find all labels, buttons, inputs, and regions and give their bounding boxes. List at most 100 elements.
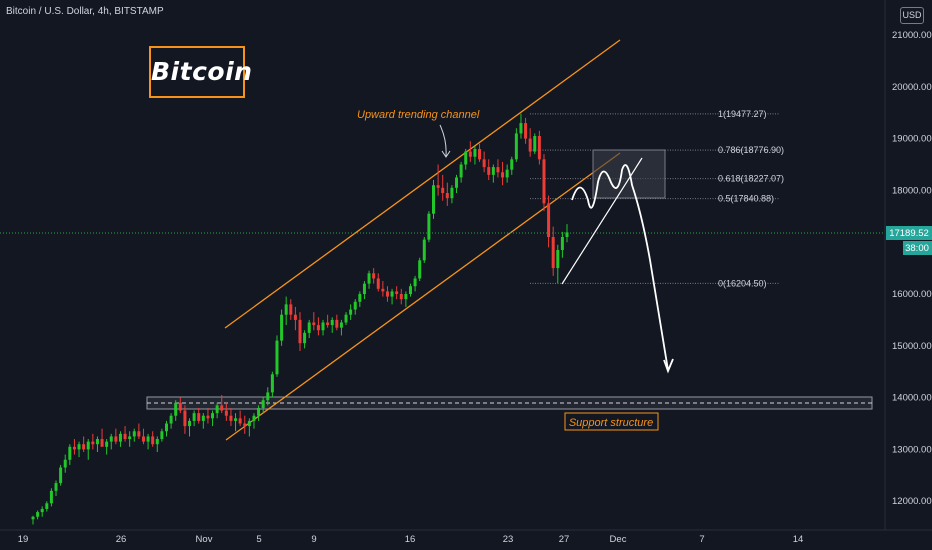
candle-body [427, 213, 431, 240]
candle-body [36, 512, 40, 517]
candle-body [151, 436, 155, 445]
candle-body [206, 415, 210, 419]
candle-body [224, 410, 228, 416]
fib-level-label: 0(16204.50) [718, 278, 767, 288]
countdown-tag [903, 241, 932, 255]
candle-body [234, 418, 238, 421]
candle-body [358, 294, 362, 302]
candle-body [86, 441, 90, 450]
candle-body [491, 167, 495, 175]
last-price-text: 17189.52 [889, 228, 929, 239]
candle-body [45, 503, 49, 509]
candle-body [118, 433, 122, 442]
candlestick-series [31, 113, 569, 525]
triangle-pattern [561, 157, 643, 285]
candle-body [464, 151, 468, 165]
price-tick-label: 14000.00 [892, 393, 932, 404]
candle-body [565, 232, 569, 238]
time-tick-label: 19 [18, 534, 29, 545]
candle-body [174, 402, 178, 416]
projection-arrow-head [663, 358, 674, 374]
candle-body [385, 291, 389, 297]
candle-body [31, 516, 35, 520]
candle-body [284, 304, 288, 315]
candle-body [169, 415, 173, 424]
fib-level-label: 0.786(18776.90) [718, 145, 784, 155]
last-price-tag [886, 226, 932, 240]
candle-body [252, 415, 256, 421]
price-tick-label: 18000.00 [892, 185, 932, 196]
candle-body [487, 167, 491, 175]
price-tick-label: 12000.00 [892, 496, 932, 507]
candle-body [270, 374, 274, 393]
time-tick-label: 27 [559, 534, 570, 545]
candle-body [201, 415, 205, 421]
candle-body [59, 467, 63, 484]
candle-body [54, 483, 58, 491]
candle-body [450, 187, 454, 199]
candle-body [289, 304, 293, 315]
time-tick-label: 14 [793, 534, 804, 545]
countdown-text: 38:00 [905, 243, 929, 254]
candle-body [514, 133, 518, 160]
price-axis-background [885, 0, 932, 550]
price-tick-label: 16000.00 [892, 289, 932, 300]
time-tick-label: 26 [116, 534, 127, 545]
candle-body [510, 159, 514, 170]
candle-body [455, 177, 459, 188]
time-axis: 19 26 Nov 5 9 16 23 27 Dec 7 14 [18, 534, 804, 545]
candle-body [441, 187, 445, 193]
candle-body [132, 431, 136, 437]
time-tick-label: 16 [405, 534, 416, 545]
candle-body [551, 237, 555, 269]
candle-body [293, 314, 297, 320]
candle-body [436, 185, 440, 188]
candle-body [381, 288, 385, 292]
candle-body [123, 433, 127, 440]
price-tick-label: 13000.00 [892, 444, 932, 455]
candle-body [422, 239, 426, 261]
candle-body [349, 309, 353, 315]
price-tick-label: 19000.00 [892, 134, 932, 145]
candle-body [399, 294, 403, 300]
candle-body [261, 400, 265, 408]
candle-body [537, 136, 541, 160]
price-tick-label: 15000.00 [892, 341, 932, 352]
candle-body [95, 439, 99, 445]
price-tick-label: 20000.00 [892, 82, 932, 93]
support-annotation: Support structure [569, 417, 653, 429]
candle-body [330, 319, 334, 326]
channel-annotation-arrow [439, 124, 451, 158]
candle-body [501, 172, 505, 178]
fib-level-label: 0.5(17840.88) [718, 194, 774, 204]
candle-body [137, 431, 141, 437]
candle-body [321, 322, 325, 331]
candle-body [505, 169, 509, 178]
candle-body [542, 159, 546, 204]
channel-annotation: Upward trending channel [357, 109, 480, 121]
currency-button[interactable]: USD [900, 7, 924, 24]
candle-body [408, 286, 412, 294]
candle-body [556, 249, 560, 269]
candle-body [478, 148, 482, 160]
time-tick-label: Dec [610, 534, 627, 545]
candle-body [77, 444, 81, 450]
upward-channel [224, 39, 621, 441]
candle-body [91, 441, 95, 445]
candle-body [362, 283, 366, 294]
candle-body [326, 322, 330, 326]
candle-body [404, 294, 408, 300]
candle-body [413, 278, 417, 287]
candle-body [178, 402, 182, 411]
candle-body [376, 278, 380, 289]
candle-body [257, 407, 261, 416]
candle-body [280, 314, 284, 341]
candle-body [312, 322, 316, 326]
candle-body [192, 413, 196, 421]
symbol-title[interactable]: Bitcoin / U.S. Dollar, 4h, BITSTAMP [6, 6, 164, 17]
channel-upper-line [224, 39, 621, 329]
candle-body [344, 314, 348, 323]
candle-body [533, 136, 537, 152]
candle-body [247, 420, 251, 427]
